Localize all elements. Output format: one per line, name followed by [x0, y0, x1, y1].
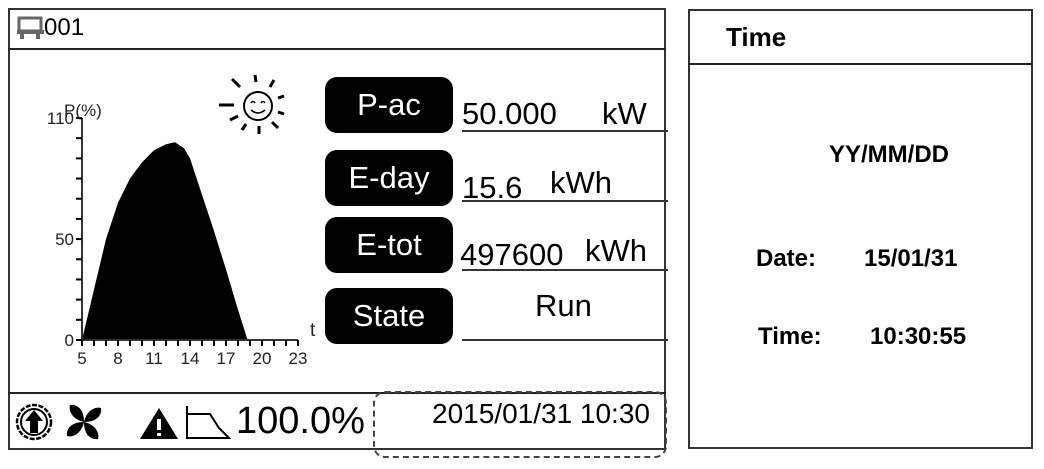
sun-smiley-icon — [219, 74, 285, 134]
status-datetime: 2015/01/31 10:30 — [432, 398, 650, 429]
e-day-label: E-day — [348, 160, 430, 195]
e-tot-value: 497600 — [460, 237, 564, 272]
e-day-button[interactable]: E-day — [325, 150, 453, 206]
upload-arrow-icon — [15, 403, 53, 441]
time-label: Time: — [758, 323, 822, 350]
warning-icon — [140, 408, 178, 439]
e-tot-underline — [462, 269, 668, 271]
x-tick-label: 8 — [113, 349, 122, 368]
p-ac-underline — [462, 130, 668, 132]
power-curve-chart: 0 50 110 5 8 11 14 17 20 23 P(%) t — [47, 101, 316, 368]
inverter-device-icon — [17, 16, 44, 39]
derating-curve-icon — [186, 406, 231, 439]
p-ac-unit: kW — [602, 96, 647, 131]
header-divider — [8, 48, 666, 50]
power-area — [82, 142, 248, 340]
p-ac-button[interactable]: P-ac — [325, 77, 453, 133]
y-axis-label: P(%) — [64, 101, 102, 120]
footer-divider — [8, 392, 666, 394]
x-tick-label: 14 — [181, 349, 200, 368]
main-screen-panel — [8, 8, 666, 450]
x-axis-label: t — [310, 320, 316, 341]
date-value[interactable]: 15/01/31 — [864, 245, 958, 272]
x-tick-label: 11 — [145, 349, 163, 368]
state-underline — [462, 339, 668, 341]
e-tot-unit: kWh — [585, 233, 647, 268]
state-label: State — [352, 298, 426, 333]
time-header-divider — [688, 63, 1033, 65]
e-tot-label: E-tot — [356, 227, 422, 262]
x-tick-label: 17 — [217, 349, 236, 368]
date-label: Date: — [756, 245, 817, 272]
p-ac-value: 50.000 — [462, 96, 557, 131]
e-day-unit: kWh — [550, 165, 612, 200]
time-panel-title: Time — [726, 22, 787, 52]
x-tick-label: 5 — [77, 349, 86, 368]
x-tick-label: 20 — [253, 349, 272, 368]
time-settings-panel — [688, 9, 1033, 449]
derating-percent: 100.0% — [236, 400, 365, 442]
datetime-box[interactable] — [373, 391, 667, 458]
e-day-value: 15.6 — [462, 170, 523, 205]
e-tot-button[interactable]: E-tot — [325, 217, 453, 273]
y-tick-label: 0 — [65, 331, 74, 350]
p-ac-label: P-ac — [357, 87, 421, 122]
time-value[interactable]: 10:30:55 — [870, 323, 967, 350]
state-button[interactable]: State — [325, 288, 453, 344]
device-id: 001 — [44, 14, 85, 41]
y-tick-label: 110 — [47, 109, 74, 128]
date-format[interactable]: YY/MM/DD — [829, 141, 949, 168]
x-tick-label: 23 — [289, 349, 308, 368]
e-day-underline — [462, 200, 668, 202]
state-value: Run — [535, 288, 592, 323]
y-tick-label: 50 — [55, 230, 74, 249]
fan-icon — [66, 404, 102, 440]
